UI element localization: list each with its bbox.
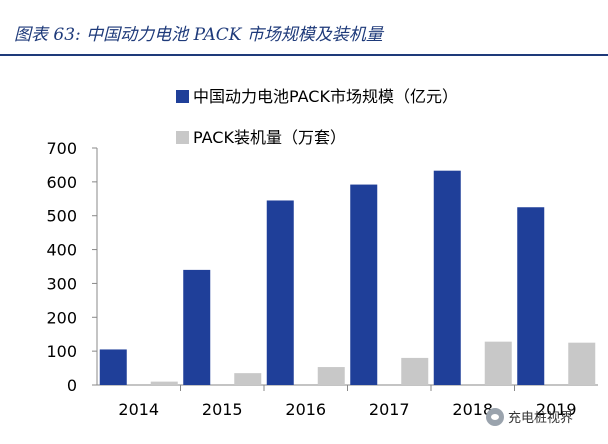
bar-installations (401, 357, 429, 385)
bar-market-size (183, 269, 211, 385)
x-tick-label: 2016 (285, 400, 326, 419)
figure-caption: 图表 63: 中国动力电池 PACK 市场规模及装机量 (14, 25, 383, 45)
watermark-text: 充电桩视界 (508, 411, 574, 426)
bar-installations (234, 373, 262, 385)
x-tick-label: 2018 (452, 400, 493, 419)
wechat-logo-icon (486, 407, 504, 426)
y-tick-label: 0 (67, 376, 77, 395)
y-tick-label: 200 (46, 308, 77, 327)
legend: 中国动力电池PACK市场规模（亿元） PACK装机量（万套） (176, 87, 458, 147)
bar-market-size (517, 207, 545, 385)
x-tick-label: 2019 (536, 400, 577, 419)
x-tick-label: 2017 (369, 400, 410, 419)
caption-divider (0, 54, 608, 56)
y-tick-label: 300 (46, 274, 77, 293)
y-tick-label: 500 (46, 207, 77, 226)
x-tick-label: 2014 (118, 400, 159, 419)
legend-item-installations-swatch (176, 131, 189, 144)
y-tick-label: 100 (46, 342, 77, 361)
x-axis: 2014 2015 2016 2017 2018 2019 (97, 384, 598, 419)
bar-market-size (99, 349, 127, 385)
legend-item-market-size-label: 中国动力电池PACK市场规模（亿元） (193, 87, 458, 106)
y-tick-label: 400 (46, 241, 77, 260)
legend-item-installations-label: PACK装机量（万套） (193, 128, 346, 147)
bar-market-size (266, 200, 294, 385)
y-tick-label: 700 (46, 139, 77, 158)
bar-market-size (350, 184, 378, 385)
watermark: 充电桩视界 (486, 407, 573, 426)
legend-item-market-size-swatch (176, 90, 189, 103)
bar-installations (150, 381, 178, 385)
bar-installations (317, 367, 345, 385)
y-axis: 0 100 200 300 400 500 600 700 (46, 139, 98, 395)
bar-installations (484, 341, 512, 385)
y-tick-label: 600 (46, 173, 77, 192)
x-tick-label: 2015 (202, 400, 243, 419)
bar-installations (568, 342, 596, 385)
bar-market-size (433, 170, 461, 385)
bar-group (99, 170, 596, 385)
